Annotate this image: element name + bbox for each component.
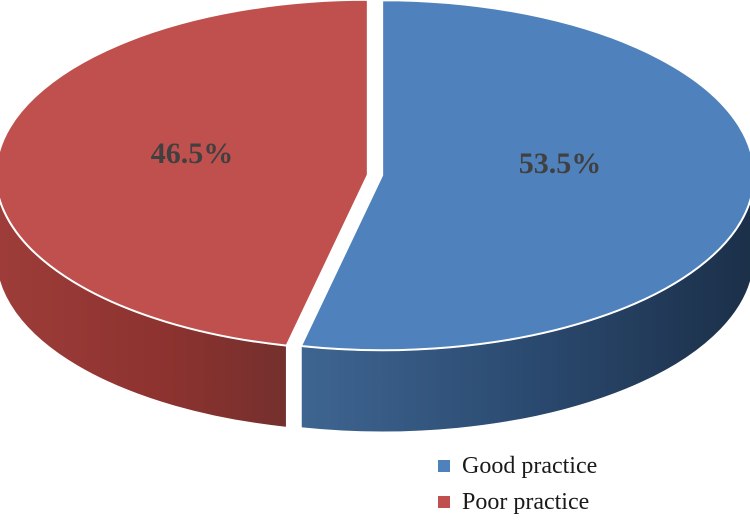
pie-slices [0,0,750,433]
legend: Good practice Poor practice [438,448,597,520]
legend-swatch-poor-practice [438,496,450,508]
legend-item-poor-practice: Poor practice [438,484,597,520]
legend-label-good-practice: Good practice [462,452,598,479]
legend-item-good-practice: Good practice [438,448,597,484]
pie-labels: 53.5% 46.5% [151,137,602,180]
slice-good-practice [299,0,750,352]
slice-poor-practice [0,0,369,347]
slice-label-good-practice: 53.5% [519,147,602,180]
slice-label-poor-practice: 46.5% [151,137,234,170]
legend-swatch-good-practice [438,460,450,472]
legend-label-poor-practice: Poor practice [462,488,590,515]
